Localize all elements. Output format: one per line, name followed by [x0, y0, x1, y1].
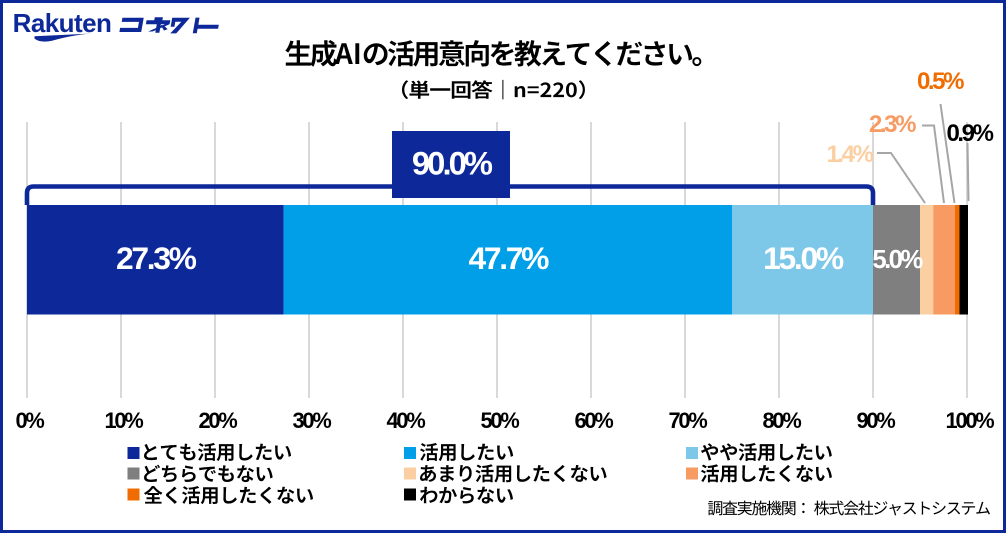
svg-text:0.9%: 0.9% [946, 120, 993, 147]
svg-text:90%: 90% [856, 408, 895, 433]
svg-text:47.7%: 47.7% [468, 240, 549, 276]
svg-text:50%: 50% [480, 408, 519, 433]
svg-text:40%: 40% [386, 408, 425, 433]
svg-text:0%: 0% [15, 408, 44, 433]
svg-text:70%: 70% [668, 408, 707, 433]
svg-text:5.0%: 5.0% [872, 246, 923, 274]
svg-text:2.3%: 2.3% [869, 111, 916, 138]
svg-text:10%: 10% [104, 408, 143, 433]
svg-text:60%: 60% [574, 408, 613, 433]
svg-text:1.4%: 1.4% [826, 141, 873, 168]
svg-text:100%: 100% [946, 408, 995, 433]
svg-text:27.3%: 27.3% [116, 240, 197, 276]
svg-text:15.0%: 15.0% [763, 240, 844, 276]
svg-text:90.0%: 90.0% [412, 144, 493, 181]
svg-text:30%: 30% [292, 408, 331, 433]
svg-text:Rakuten: Rakuten [13, 8, 112, 38]
svg-text:80%: 80% [762, 408, 801, 433]
svg-text:20%: 20% [198, 408, 237, 433]
svg-text:0.5%: 0.5% [917, 68, 964, 95]
